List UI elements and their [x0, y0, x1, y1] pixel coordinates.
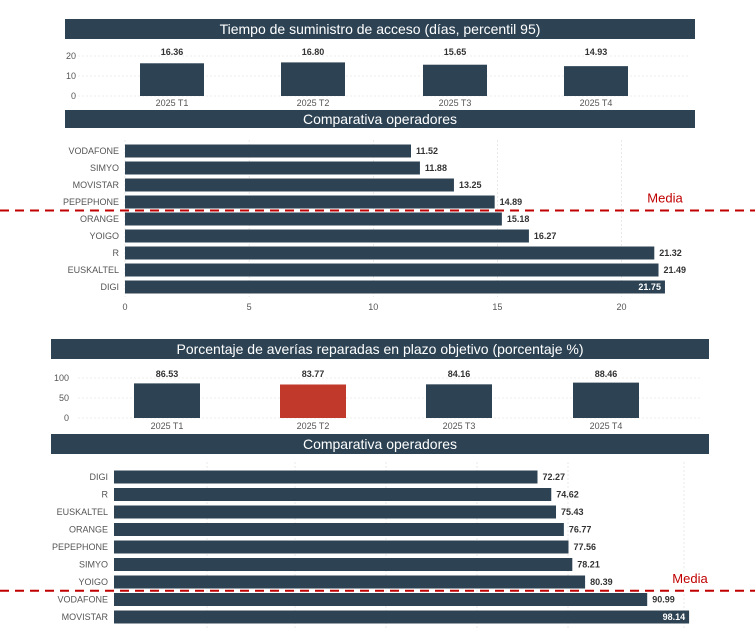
bar	[125, 144, 411, 158]
category-label: PEPEPHONE	[63, 197, 119, 207]
data-label: 11.52	[416, 146, 438, 156]
y-tick-label: 100	[54, 373, 69, 383]
media-label: Media	[672, 571, 708, 586]
data-label: 14.93	[585, 47, 608, 57]
bar	[125, 229, 529, 243]
data-label: 15.65	[444, 47, 467, 57]
category-label: VODAFONE	[68, 146, 119, 156]
bar	[125, 280, 665, 294]
x-tick-label: 15	[492, 302, 502, 312]
data-label: 15.18	[507, 214, 530, 224]
data-label: 14.89	[500, 197, 523, 207]
bar	[125, 212, 502, 226]
bar	[134, 383, 200, 418]
bar	[114, 575, 586, 589]
bar	[423, 64, 487, 96]
category-label: R	[113, 248, 120, 258]
bar	[573, 382, 639, 418]
category-label: MOVISTAR	[73, 180, 120, 190]
category-label: 2025 T2	[297, 421, 330, 431]
bar	[114, 523, 564, 536]
bar	[114, 540, 569, 554]
category-label: PEPEPHONE	[52, 542, 108, 552]
bar	[125, 263, 659, 277]
bar	[114, 558, 573, 571]
category-label: ORANGE	[69, 525, 108, 535]
banner-title-3: Porcentaje de averías reparadas en plazo…	[51, 339, 709, 359]
data-label: 21.32	[659, 248, 682, 258]
data-label: 88.46	[595, 369, 618, 379]
category-label: 2025 T4	[590, 421, 623, 431]
data-label: 86.53	[156, 369, 179, 379]
banner-title-4: Comparativa operadores	[51, 434, 709, 454]
data-label: 78.21	[577, 560, 600, 570]
x-tick-label: 20	[617, 302, 627, 312]
category-label: YOIGO	[78, 577, 108, 587]
data-label: 74.62	[556, 490, 579, 500]
y-tick-label: 20	[66, 51, 76, 61]
bar	[125, 178, 454, 192]
bar	[114, 470, 538, 484]
bar	[125, 246, 655, 260]
bar	[114, 488, 552, 501]
category-label: SIMYO	[79, 560, 108, 570]
category-label: 2025 T4	[580, 98, 613, 108]
bar	[114, 610, 690, 624]
category-label: SIMYO	[90, 163, 119, 173]
bar	[125, 195, 495, 209]
x-tick-label: 0	[122, 302, 127, 312]
category-label: 2025 T1	[156, 98, 189, 108]
data-label: 90.99	[652, 595, 675, 605]
data-label: 11.88	[425, 163, 447, 173]
data-label: 77.56	[574, 542, 597, 552]
category-label: 2025 T1	[151, 421, 184, 431]
data-label: 13.25	[459, 180, 482, 190]
category-label: MOVISTAR	[62, 612, 109, 622]
bar	[281, 62, 345, 96]
data-label: 21.49	[664, 265, 687, 275]
x-tick-label: 10	[368, 302, 378, 312]
data-label: 16.27	[534, 231, 557, 241]
data-label: 72.27	[543, 472, 566, 482]
y-tick-label: 0	[64, 413, 69, 423]
category-label: EUSKALTEL	[68, 265, 119, 275]
bar	[140, 63, 204, 96]
data-label: 16.80	[302, 47, 325, 57]
category-label: YOIGO	[89, 231, 119, 241]
y-tick-label: 0	[71, 91, 76, 101]
banner-title-2: Comparativa operadores	[65, 110, 695, 128]
data-label: 80.39	[590, 577, 613, 587]
bar	[125, 161, 420, 175]
media-label: Media	[647, 191, 683, 206]
data-label: 16.36	[161, 47, 184, 57]
data-label: 98.14	[663, 612, 686, 622]
data-label: 84.16	[448, 369, 471, 379]
bar	[426, 384, 492, 418]
bar	[114, 505, 557, 519]
category-label: EUSKALTEL	[57, 507, 108, 517]
data-label: 83.77	[302, 369, 325, 379]
category-label: DIGI	[89, 472, 108, 482]
category-label: 2025 T3	[443, 421, 476, 431]
bar	[280, 384, 346, 418]
x-tick-label: 5	[247, 302, 252, 312]
category-label: 2025 T2	[297, 98, 330, 108]
banner-title-1: Tiempo de suministro de acceso (días, pe…	[65, 19, 695, 39]
bar	[114, 593, 648, 606]
data-label: 76.77	[569, 525, 592, 535]
category-label: VODAFONE	[57, 595, 108, 605]
category-label: 2025 T3	[439, 98, 472, 108]
data-label: 21.75	[638, 282, 661, 292]
y-tick-label: 10	[66, 71, 76, 81]
category-label: DIGI	[100, 282, 119, 292]
y-tick-label: 50	[59, 393, 69, 403]
category-label: ORANGE	[80, 214, 119, 224]
bar	[564, 66, 628, 96]
category-label: R	[102, 490, 109, 500]
data-label: 75.43	[561, 507, 584, 517]
